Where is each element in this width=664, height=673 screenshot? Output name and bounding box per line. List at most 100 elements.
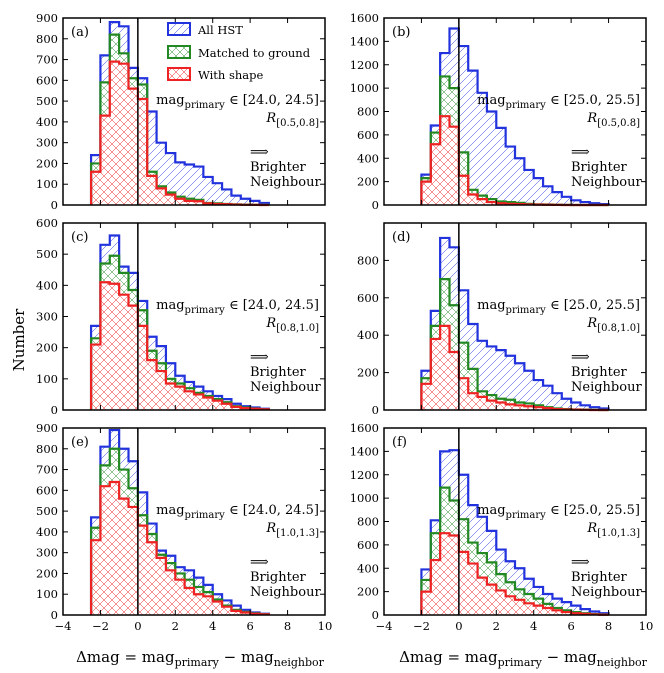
x-tick-label: 6: [246, 619, 253, 633]
y-tick-label: 1200: [350, 58, 379, 72]
histogram-bar: [91, 540, 101, 615]
histogram-bar: [552, 393, 562, 410]
histogram-bar: [222, 189, 232, 205]
histogram-bar: [421, 383, 431, 410]
histogram-outline: [420, 27, 610, 206]
panel-f-arrow-label-1: Brighter: [571, 570, 628, 585]
histogram-bar: [100, 486, 110, 615]
histogram-bar: [496, 127, 506, 205]
histogram-bar: [430, 144, 441, 205]
panel-a-arrow-label-2: Neighbour: [250, 175, 321, 190]
x-tick-label: 4: [209, 619, 216, 633]
y-tick-label: 500: [36, 247, 58, 261]
y-tick-label: 600: [36, 483, 58, 497]
panel-c-series-with-shape: [89, 281, 270, 411]
y-tick-label: 500: [36, 504, 58, 518]
y-tick-label: 200: [357, 366, 379, 380]
x-axis-label-left-sub1: primary: [175, 656, 220, 669]
histogram-bar: [468, 393, 478, 410]
histogram-bar: [222, 606, 232, 615]
histogram-bar: [477, 199, 487, 205]
histogram-bar: [175, 198, 185, 205]
x-tick-label: 10: [318, 619, 333, 633]
histogram-bar: [552, 610, 562, 615]
y-tick-label: 1000: [350, 491, 379, 505]
histogram-bar: [468, 368, 478, 410]
y-tick-label: 200: [36, 341, 58, 355]
histogram-bar: [430, 338, 441, 410]
panel-d-r-bin: R[0.8,1.0]: [586, 316, 640, 334]
y-tick-label: 300: [36, 310, 58, 324]
panel-d-arrow-label-1: Brighter: [571, 365, 628, 380]
histogram-bar: [119, 498, 129, 615]
histogram-bar: [147, 542, 157, 615]
y-tick-label: 800: [357, 253, 379, 267]
legend-label-matched: Matched to ground: [198, 46, 311, 60]
y-tick-label: 0: [51, 403, 58, 417]
histogram-bar: [194, 166, 204, 205]
histogram-bar: [486, 111, 497, 205]
x-tick-label: −2: [413, 619, 430, 633]
histogram-bar: [496, 350, 506, 410]
panel-a-mag-range: magprimary ∈ [24.0, 24.5]: [156, 93, 319, 111]
x-tick-label: 2: [493, 619, 500, 633]
histogram-bar: [212, 400, 223, 410]
y-tick-label: 0: [372, 198, 379, 212]
y-tick-label: 500: [36, 94, 58, 108]
histogram-bar: [524, 406, 534, 410]
histogram-bar: [128, 506, 138, 615]
histogram-bar: [165, 153, 176, 205]
histogram-bar: [571, 200, 581, 205]
y-tick-label: 600: [357, 128, 379, 142]
x-axis-label-right-main: Δmag = mag: [399, 648, 498, 666]
histogram-bar: [194, 201, 204, 205]
histogram-bar: [515, 599, 525, 615]
panel-c: 0 100 200 300 400 500 600 (c) magprimary ∈ [24.0…: [36, 216, 326, 417]
x-tick-label: 0: [134, 619, 141, 633]
histogram-bar: [109, 283, 120, 410]
panel-f-series-with-shape: [420, 532, 610, 616]
y-tick-label: 900: [36, 421, 58, 435]
y-tick-label: 200: [36, 156, 58, 170]
histogram-bar: [486, 202, 497, 205]
panel-c-arrow-label-2: Neighbour: [250, 380, 321, 395]
histogram-bar: [458, 378, 469, 410]
y-tick-label: 100: [36, 372, 58, 386]
panel-f-r-bin: R[1.0,1.3]: [586, 521, 640, 539]
histogram-bar: [147, 111, 157, 205]
panel-a-r-bin: R[0.5,0.8]: [265, 111, 319, 129]
histogram-bar: [212, 183, 223, 205]
panel-c-mag-range: magprimary ∈ [24.0, 24.5]: [156, 298, 319, 316]
x-axis-label-left-sub2: neighbor: [274, 656, 325, 669]
histogram-bar: [91, 171, 101, 205]
x-tick-label: 10: [639, 619, 654, 633]
panel-a-arrow: ⟹: [250, 145, 269, 160]
histogram-bar: [543, 186, 553, 205]
histogram-bar: [212, 601, 223, 615]
histogram-bar: [515, 405, 525, 410]
panel-c-arrow-label-1: Brighter: [250, 365, 307, 380]
histogram-bar: [137, 99, 148, 205]
histogram-bar: [175, 579, 185, 615]
histogram-bar: [421, 591, 431, 615]
y-tick-label: 400: [36, 525, 58, 539]
x-axis-label-left-mid: − mag: [219, 648, 274, 666]
histogram-bar: [580, 609, 590, 615]
histogram-bar: [533, 407, 544, 410]
histogram-bar: [486, 400, 497, 410]
y-tick-label: 400: [36, 278, 58, 292]
panel-c-label: (c): [71, 230, 88, 245]
histogram-bar: [231, 195, 241, 205]
histogram-bar: [468, 70, 478, 205]
histogram-bar: [505, 596, 515, 615]
histogram-outline: [89, 281, 270, 411]
y-tick-label: 700: [36, 463, 58, 477]
histogram-bar: [561, 602, 572, 615]
histogram-bar: [440, 325, 450, 410]
histogram-bar: [458, 46, 469, 205]
histogram-bar: [552, 192, 562, 205]
panel-e-label: (e): [71, 435, 89, 450]
histogram-bar: [231, 610, 241, 615]
x-tick-label: 0: [455, 619, 462, 633]
